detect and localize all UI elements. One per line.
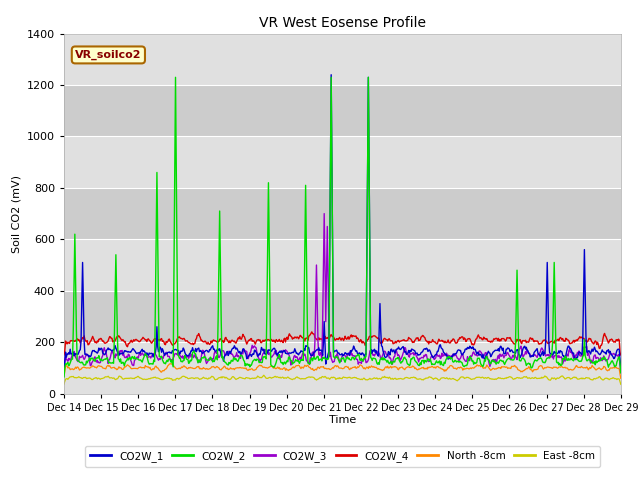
- Bar: [64, 136, 621, 188]
- Text: VR_soilco2: VR_soilco2: [75, 50, 141, 60]
- Y-axis label: Soil CO2 (mV): Soil CO2 (mV): [12, 175, 21, 252]
- Bar: [64, 291, 621, 342]
- Title: VR West Eosense Profile: VR West Eosense Profile: [259, 16, 426, 30]
- Bar: [64, 34, 621, 85]
- Bar: [64, 240, 621, 291]
- Bar: [64, 85, 621, 136]
- Bar: [64, 342, 621, 394]
- Bar: [64, 188, 621, 240]
- X-axis label: Time: Time: [329, 415, 356, 425]
- Legend: CO2W_1, CO2W_2, CO2W_3, CO2W_4, North -8cm, East -8cm: CO2W_1, CO2W_2, CO2W_3, CO2W_4, North -8…: [84, 445, 600, 467]
